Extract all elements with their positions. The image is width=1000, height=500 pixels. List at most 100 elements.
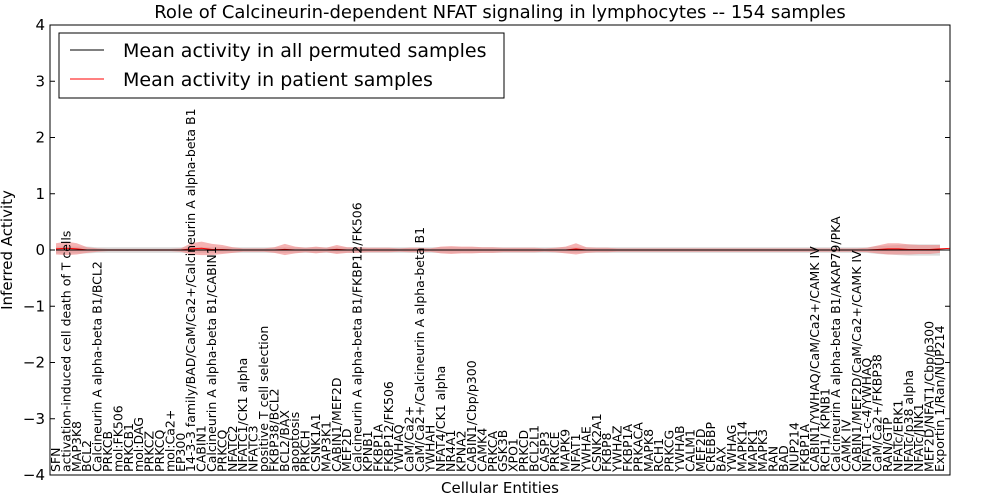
- x-tick-label: CaM/Ca2+/FKBP38: [870, 354, 885, 472]
- legend-box: [58, 32, 505, 99]
- x-tick-label: YWHAZ: [610, 425, 625, 473]
- x-tick-label: NFAT1: [568, 433, 583, 472]
- x-tick-label: BCL2/BAX: [277, 410, 292, 472]
- x-tick-label: mol:Ca2+: [162, 410, 177, 472]
- x-tick-label: RCH1: [651, 438, 666, 472]
- x-tick-label: PRKACA: [630, 422, 645, 472]
- x-tick-label: RAN/GTP: [880, 417, 895, 472]
- x-tick-label: MAPK8: [641, 429, 656, 472]
- x-tick-label: PRKCG: [662, 430, 677, 472]
- x-tick-label: NFAT4/CK1 alpha: [433, 366, 448, 472]
- x-tick-label: CaM/Ca2+: [402, 406, 417, 472]
- x-tick-label: CABIN1/Cbp/p300: [464, 360, 479, 472]
- x-tick-label: CABIN1: [194, 425, 209, 472]
- x-tick-label: NFATc/p38 alpha: [901, 370, 916, 472]
- x-tick-label: 14-3-3 family/BAD/CaM/Ca2+/Calcineurin A…: [183, 108, 198, 472]
- x-tick-label: CREBBP: [703, 422, 718, 472]
- x-tick-label: BAX: [714, 446, 729, 472]
- x-tick-label: PRKCB: [100, 431, 115, 472]
- x-tick-label: Calcineurin A alpha-beta B1/CABIN1: [204, 246, 219, 472]
- x-tick-label: NFAT1-c-4/YWHAQ: [859, 358, 874, 472]
- x-tick-label: YWHAB: [672, 425, 687, 473]
- y-tick-label: 4: [35, 16, 45, 34]
- y-axis-label: Inferred Activity: [0, 190, 16, 310]
- x-tick-label: GSK3B: [495, 430, 510, 472]
- x-tick-label: BAD: [776, 445, 791, 472]
- x-tick-label: MEF2D/NFAT1/Cbp/p300: [922, 321, 937, 472]
- chart-title: Role of Calcineurin-dependent NFAT signa…: [154, 2, 846, 23]
- x-tick-label: RAN: [766, 446, 781, 472]
- x-tick-label: FKBP38/BCL2: [266, 388, 281, 472]
- x-tick-label: FKBP1A: [797, 424, 812, 472]
- x-tick-label: KPNB1: [360, 430, 375, 472]
- x-tick-label: NFATc/JNK1: [911, 403, 926, 472]
- series-lines: [55, 247, 951, 251]
- x-tick-label: NFATC2: [225, 425, 240, 472]
- x-tick-label: CAMK4: [474, 428, 489, 472]
- x-tick-label: PRKCA: [485, 431, 500, 472]
- x-tick-label: CSNK2A1: [589, 413, 604, 472]
- x-tick-label: BCL2: [79, 440, 94, 472]
- x-tick-label: NUP214: [786, 422, 801, 472]
- x-tick-label: PRKCE: [547, 432, 562, 472]
- y-tick-label: 0: [35, 241, 45, 259]
- x-tick-label: MAPK3: [755, 429, 770, 472]
- y-axis-ticks: 4 3 2 1 0 −1 −2 −3 −4: [23, 16, 950, 484]
- legend: Mean activity in all permuted samples Mea…: [58, 32, 505, 99]
- x-tick-label: NR4A1: [443, 430, 458, 473]
- x-tick-label: Exportin 1/Ran/NUP214: [932, 325, 947, 472]
- x-tick-label: Calcineurin A alpha-beta B1/BCL2: [90, 261, 105, 472]
- y-tick-label: 2: [35, 129, 45, 147]
- y-tick-label: −4: [23, 466, 45, 484]
- x-tick-label: Calcineurin A alpha-beta B1/AKAP79/PKA: [828, 216, 843, 472]
- x-tick-label: XPO1: [506, 438, 521, 472]
- x-tick-label: MAP3K1: [318, 421, 333, 472]
- x-tick-label: CABIN1/MEF2D/CaM/Ca2+/CAMK IV: [849, 250, 864, 472]
- y-tick-label: 3: [35, 72, 45, 90]
- x-tick-label: CALM1: [682, 429, 697, 472]
- x-tick-label: MEF2D: [339, 429, 354, 472]
- x-tick-label: RCH1/ KPNB1: [818, 388, 833, 472]
- x-tick-label: CAMK IV: [838, 419, 853, 472]
- x-tick-label: YWHAG: [724, 425, 739, 473]
- x-tick-label: NFATC1/CK1 alpha: [235, 358, 250, 472]
- x-tick-label: CaM/Ca2+/Calcineurin A alpha-beta B1: [412, 227, 427, 472]
- y-tick-label: −3: [23, 410, 45, 428]
- x-tick-label: PRKCD: [516, 430, 531, 472]
- x-tick-label: positive T cell selection: [256, 326, 271, 472]
- x-tick-label: SFN: [48, 448, 63, 472]
- x-tick-label: FKBP12/FK506: [381, 381, 396, 472]
- x-tick-label: MAPK9: [558, 429, 573, 472]
- x-axis-label: Cellular Entities: [441, 479, 559, 497]
- x-tick-label: PRKCQ: [214, 430, 229, 472]
- y-tick-label: −2: [23, 354, 45, 372]
- x-tick-label: FKBP1A: [370, 424, 385, 472]
- x-tick-label: PRKCH: [298, 430, 313, 472]
- legend-entry: Mean activity in patient samples: [123, 69, 433, 91]
- x-tick-label: PRKCQ: [152, 430, 167, 472]
- x-tick-label: YWHAQ: [391, 424, 406, 473]
- series-band: [56, 241, 940, 256]
- x-tick-label: MAPK14: [734, 421, 749, 472]
- x-tick-label: mol:DAG: [131, 417, 146, 472]
- x-tick-label: YWHAH: [422, 425, 437, 473]
- x-tick-label: NFATc/ERK1: [890, 400, 905, 472]
- x-tick-label: MAPK1: [745, 429, 760, 472]
- x-tick-label: CABIN1/YWHAQ/CaM/Ca2+/CAMK IV: [807, 246, 822, 472]
- x-tick-label: NFATC3: [246, 425, 261, 472]
- x-tick-label: EP300: [173, 433, 188, 472]
- x-tick-label: YWHAE: [578, 426, 593, 473]
- x-tick-label: BCL2L1: [526, 425, 541, 472]
- x-tick-label: apoptosis: [287, 412, 302, 472]
- y-tick-label: −1: [23, 297, 45, 315]
- plot-frame: [49, 24, 951, 476]
- x-tick-label: PRKCB1: [121, 423, 136, 472]
- x-tick-label: FKBP1A: [620, 424, 635, 472]
- x-tick-label: PRKCZ: [142, 431, 157, 472]
- x-tick-label: activation-induced cell death of T cells: [58, 231, 73, 472]
- x-tick-label: CASP3: [537, 431, 552, 472]
- x-tick-label: MAP3K8: [69, 421, 84, 472]
- y-tick-label: 1: [35, 185, 45, 203]
